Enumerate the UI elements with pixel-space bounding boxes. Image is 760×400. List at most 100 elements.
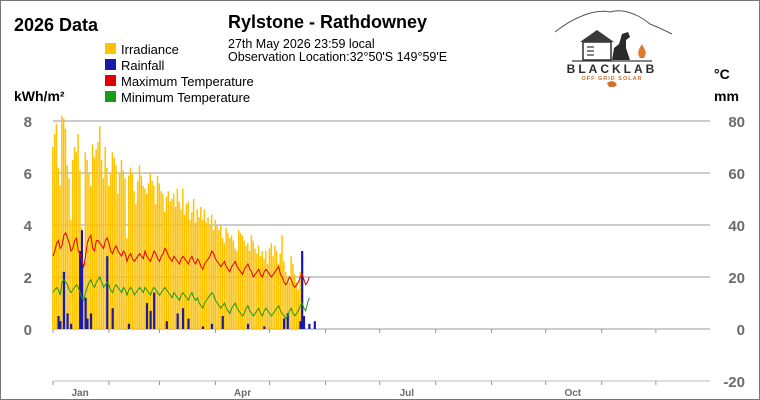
- irradiance-bar: [173, 193, 175, 329]
- rainfall-bar: [299, 321, 302, 329]
- irradiance-bar: [70, 219, 72, 329]
- max-temperature-line: [52, 231, 310, 289]
- irradiance-bar: [144, 188, 146, 329]
- irradiance-bar: [90, 186, 92, 329]
- legend-swatch-min-temperature: [105, 91, 116, 102]
- irradiance-bar: [127, 175, 130, 329]
- irradiance-bar: [158, 183, 161, 329]
- right-tick-label: 0: [737, 322, 745, 339]
- left-tick-label: 0: [24, 322, 32, 339]
- irradiance-bar: [279, 253, 281, 329]
- rainfall-bar: [302, 316, 306, 329]
- irradiance-bar: [270, 243, 272, 329]
- irradiance-bar: [263, 258, 265, 329]
- irradiance-bar: [207, 217, 209, 329]
- right-tick-label: 60: [728, 166, 745, 183]
- irradiance-bar: [178, 201, 180, 329]
- irradiance-bar: [145, 193, 148, 329]
- irradiance-bar: [183, 214, 186, 329]
- legend-swatch-max-temperature: [105, 75, 116, 86]
- rainfall-bar: [301, 251, 304, 329]
- irradiance-bar: [187, 201, 189, 329]
- blacklab-logo: BLACKLAB OFF GRID SOLAR: [554, 10, 673, 87]
- rainfall-bar: [308, 323, 311, 329]
- irradiance-bar: [228, 238, 231, 329]
- rainfall-bar: [89, 313, 93, 329]
- rainfall-bar: [145, 303, 149, 329]
- rainfall-bar: [86, 318, 89, 329]
- irradiance-bar: [290, 256, 292, 329]
- irradiance-bar: [214, 219, 217, 329]
- irradiance-bar: [248, 251, 251, 329]
- irradiance-bar: [52, 147, 54, 329]
- irradiance-bar: [171, 199, 173, 329]
- irradiance-bar: [297, 290, 300, 329]
- irradiance-bar: [120, 160, 123, 329]
- rainfall-bar: [313, 321, 316, 329]
- irradiance-bar: [200, 206, 202, 329]
- irradiance-bar: [257, 245, 260, 329]
- irradiance-bar: [241, 235, 244, 329]
- irradiance-bar: [84, 152, 87, 329]
- irradiance-bar: [205, 222, 207, 329]
- dog-icon: [612, 32, 630, 60]
- rainfall-bar: [201, 326, 205, 329]
- irradiance-bar: [281, 235, 283, 329]
- irradiance-bar: [111, 152, 114, 329]
- irradiance-bar: [99, 126, 101, 329]
- irradiance-bar: [236, 251, 238, 329]
- irradiance-bar: [93, 157, 96, 329]
- left-tick-label: 4: [24, 218, 33, 235]
- irradiance-bar: [118, 173, 121, 329]
- irradiance-bar: [82, 264, 85, 329]
- irradiance-bar: [283, 261, 285, 329]
- irradiance-bar: [239, 232, 242, 329]
- irradiance-bar: [68, 178, 70, 329]
- irradiance-bar: [71, 160, 74, 329]
- logo-name: BLACKLAB: [567, 62, 658, 76]
- irradiance-bar: [245, 245, 247, 329]
- irradiance-bar: [104, 147, 106, 329]
- cabin-icon: [582, 41, 612, 61]
- rainfall-bar: [106, 256, 109, 329]
- irradiance-bar: [53, 134, 56, 329]
- irradiance-bar: [293, 274, 296, 329]
- rainfall-bar: [66, 313, 69, 329]
- left-tick-label: 6: [24, 166, 32, 183]
- irradiance-bar: [122, 170, 124, 329]
- irradiance-bar: [272, 256, 274, 329]
- irradiance-bar: [234, 248, 236, 329]
- month-label: Jan: [71, 388, 88, 399]
- left-axis-unit: kWh/m²: [14, 88, 65, 104]
- rainfall-bar: [127, 323, 131, 329]
- rainfall-bar: [221, 316, 224, 329]
- legend-swatch-irradiance: [105, 43, 116, 54]
- irradiance-bar: [115, 165, 117, 329]
- irradiance-bar: [61, 115, 63, 329]
- plot-area: Jan Apr Jul Oct 0 2 4 6 8 -20 0 20 40 60 80: [24, 114, 745, 399]
- right-axis-unit-celsius: °C: [714, 66, 730, 82]
- irradiance-bar: [135, 204, 137, 329]
- irradiance-bar: [147, 183, 150, 329]
- irradiance-bar: [265, 251, 267, 329]
- australia-icon: [607, 81, 617, 87]
- right-axis-unit-mm: mm: [714, 88, 739, 104]
- mountain-icon: [554, 10, 673, 35]
- irradiance-bar: [62, 118, 65, 330]
- month-label: Jul: [400, 388, 415, 399]
- irradiance-bar: [261, 251, 263, 329]
- irradiance-bar: [219, 225, 222, 329]
- irradiance-bar: [256, 253, 258, 329]
- irradiance-bar: [182, 188, 184, 329]
- irradiance-bar: [57, 167, 59, 329]
- irradiance-bar: [180, 209, 182, 329]
- irradiance-bar: [295, 282, 298, 329]
- irradiance-bar: [97, 141, 99, 329]
- irradiance-bar: [95, 149, 97, 329]
- irradiance-bar: [165, 196, 168, 329]
- left-tick-label: 8: [24, 114, 32, 131]
- irradiance-bar: [164, 212, 166, 329]
- irradiance-bar: [162, 193, 164, 329]
- irradiance-bar: [210, 214, 213, 329]
